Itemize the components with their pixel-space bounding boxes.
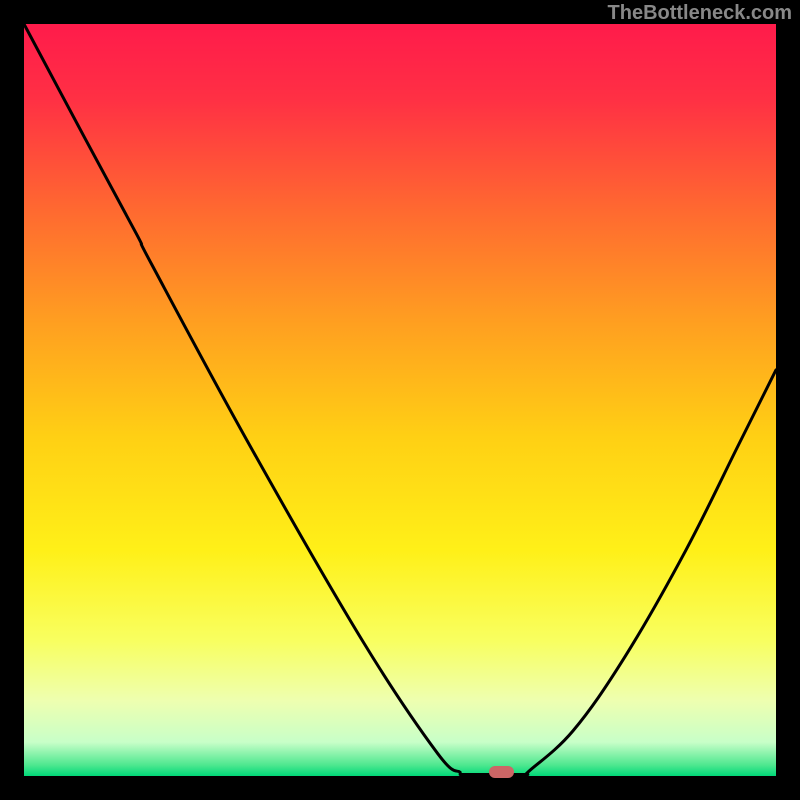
optimal-point-marker xyxy=(489,766,513,778)
bottleneck-curve-chart xyxy=(24,24,776,776)
gradient-background xyxy=(24,24,776,776)
chart-plot-area xyxy=(24,24,776,776)
watermark-text: TheBottleneck.com xyxy=(608,2,792,25)
